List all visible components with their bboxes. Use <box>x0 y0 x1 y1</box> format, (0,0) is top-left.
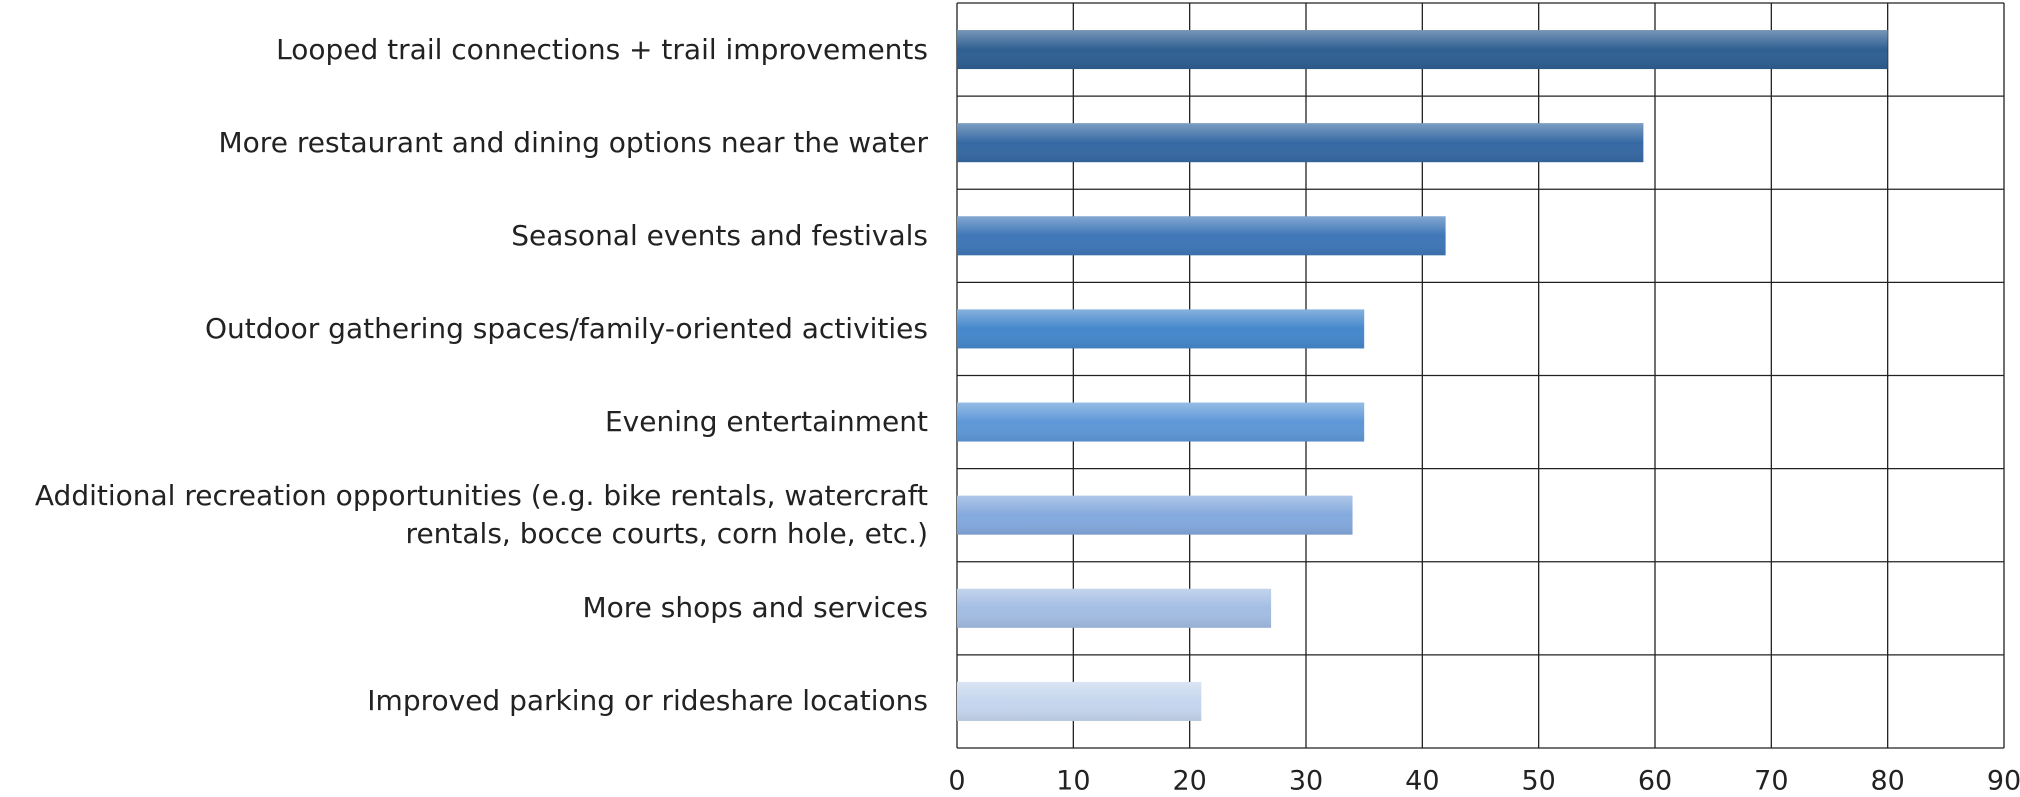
x-tick-label: 70 <box>1754 766 1788 797</box>
category-label: More restaurant and dining options near … <box>218 125 928 159</box>
category-label: Seasonal events and festivals <box>511 218 928 252</box>
x-tick-label: 80 <box>1870 766 1904 797</box>
bar-shade <box>957 588 1272 628</box>
bar-shade <box>957 495 1353 535</box>
bar-shade <box>957 402 1365 442</box>
x-tick-label: 90 <box>1987 766 2020 797</box>
x-tick-label: 30 <box>1289 766 1323 797</box>
bar-shade <box>957 681 1202 721</box>
category-label: Improved parking or rideshare locations <box>367 684 928 718</box>
x-tick-label: 40 <box>1405 766 1439 797</box>
category-label: Additional recreation opportunities (e.g… <box>34 479 928 551</box>
x-tick-label: 0 <box>948 766 965 797</box>
bar-shade <box>957 309 1365 349</box>
category-label: Looped trail connections + trail improve… <box>276 32 928 66</box>
category-label: Outdoor gathering spaces/family-oriented… <box>204 311 928 345</box>
bar-shade <box>957 216 1446 256</box>
x-tick-label: 10 <box>1056 766 1090 797</box>
bar-shade <box>957 123 1644 163</box>
x-tick-label: 50 <box>1521 766 1555 797</box>
x-tick-label: 20 <box>1172 766 1206 797</box>
bar-shade <box>957 30 1888 70</box>
category-label: Evening entertainment <box>604 405 928 439</box>
category-label: More shops and services <box>582 591 928 625</box>
x-tick-label: 60 <box>1638 766 1672 797</box>
